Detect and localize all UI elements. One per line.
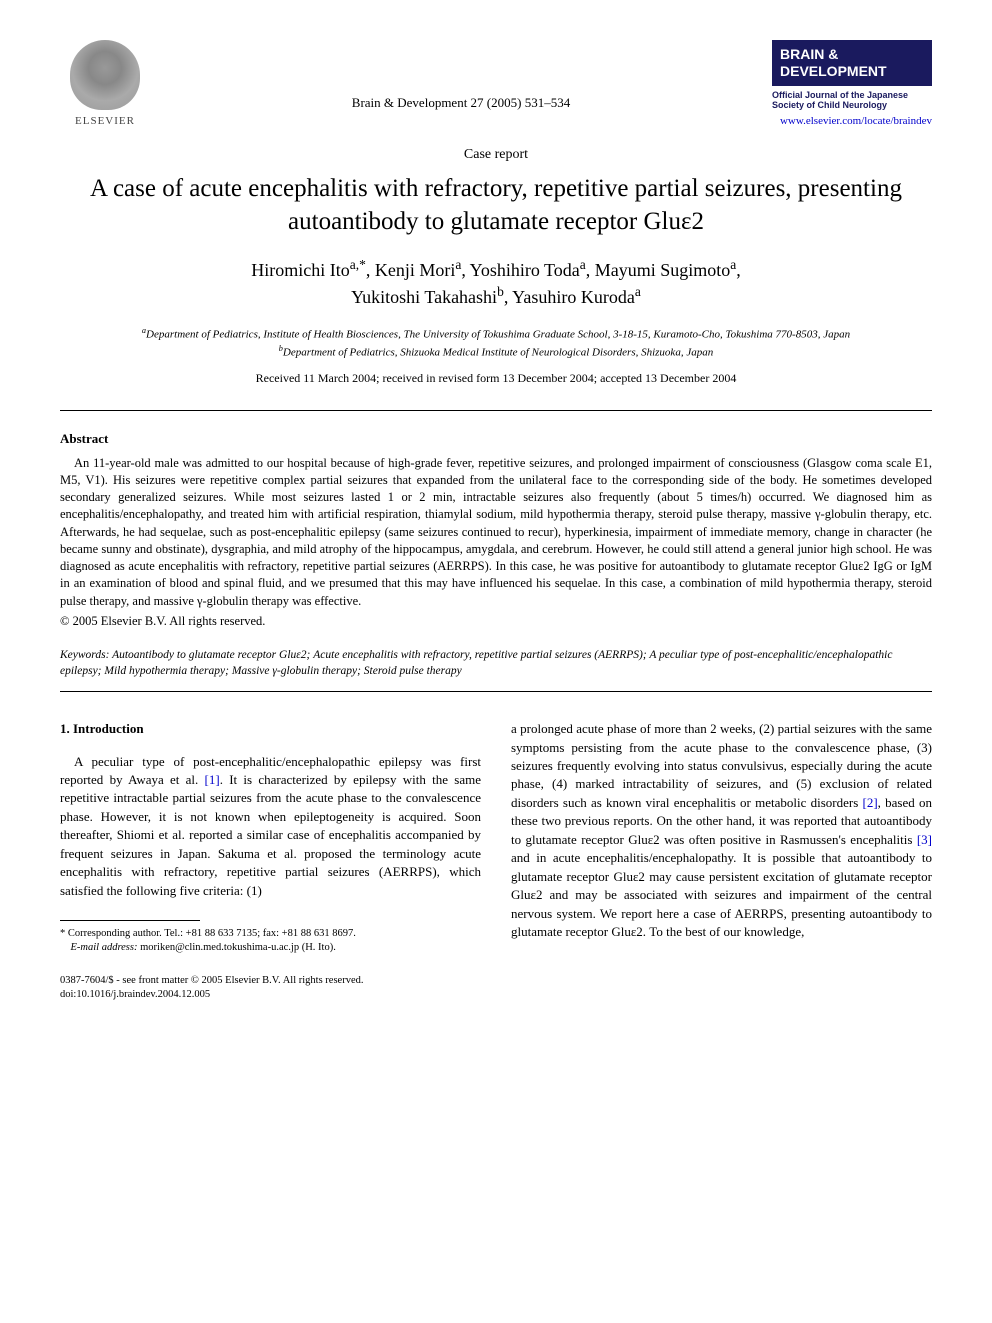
badge-title: BRAIN & DEVELOPMENT <box>772 40 932 86</box>
journal-url[interactable]: www.elsevier.com/locate/braindev <box>772 115 932 127</box>
body-paragraph: a prolonged acute phase of more than 2 w… <box>511 720 932 941</box>
email-address[interactable]: moriken@clin.med.tokushima-u.ac.jp (H. I… <box>137 942 335 953</box>
author: , Kenji Mori <box>366 260 456 280</box>
issn-line: 0387-7604/$ - see front matter © 2005 El… <box>60 974 363 989</box>
publisher-logo: ELSEVIER <box>60 40 150 127</box>
article-dates: Received 11 March 2004; received in revi… <box>60 371 932 386</box>
footnote-line: * Corresponding author. Tel.: +81 88 633… <box>60 927 481 941</box>
reference-link[interactable]: [1] <box>205 772 220 787</box>
affiliation: Department of Pediatrics, Institute of H… <box>146 328 850 340</box>
page-header: ELSEVIER Brain & Development 27 (2005) 5… <box>60 40 932 127</box>
abstract-body: An 11-year-old male was admitted to our … <box>60 455 932 610</box>
page-footer: 0387-7604/$ - see front matter © 2005 El… <box>60 974 481 1004</box>
keywords-label: Keywords: <box>60 649 109 661</box>
citation: Brain & Development 27 (2005) 531–534 <box>150 40 772 111</box>
abstract-heading: Abstract <box>60 431 932 447</box>
keywords: Keywords: Autoantibody to glutamate rece… <box>60 647 932 679</box>
author: , Yoshihiro Toda <box>461 260 579 280</box>
affiliations: aDepartment of Pediatrics, Institute of … <box>60 325 932 361</box>
reference-link[interactable]: [2] <box>863 795 878 810</box>
badge-subtitle: Official Journal of the Japanese Society… <box>772 86 932 112</box>
journal-badge: BRAIN & DEVELOPMENT Official Journal of … <box>772 40 932 127</box>
article-type: Case report <box>60 147 932 163</box>
footer-left: 0387-7604/$ - see front matter © 2005 El… <box>60 974 363 1004</box>
author: , Mayumi Sugimoto <box>586 260 731 280</box>
abstract-copyright: © 2005 Elsevier B.V. All rights reserved… <box>60 614 932 629</box>
author: Hiromichi Ito <box>251 260 349 280</box>
footnote-line: E-mail address: moriken@clin.med.tokushi… <box>60 941 481 955</box>
reference-link[interactable]: [3] <box>917 832 932 847</box>
author: Yukitoshi Takahashi <box>351 287 497 307</box>
divider <box>60 691 932 692</box>
author-affil-sup: a,* <box>350 257 366 272</box>
corresponding-author-footnote: * Corresponding author. Tel.: +81 88 633… <box>60 927 481 955</box>
elsevier-tree-icon <box>70 40 140 110</box>
keywords-text: Autoantibody to glutamate receptor Gluε2… <box>60 649 892 677</box>
column-right: a prolonged acute phase of more than 2 w… <box>511 720 932 1003</box>
publisher-label: ELSEVIER <box>60 115 150 127</box>
doi-line: doi:10.1016/j.braindev.2004.12.005 <box>60 988 363 1003</box>
author-affil-sup: b <box>497 284 504 299</box>
column-left: 1. Introduction A peculiar type of post-… <box>60 720 481 1003</box>
divider <box>60 410 932 411</box>
section-heading: 1. Introduction <box>60 720 481 738</box>
body-paragraph: A peculiar type of post-encephalitic/enc… <box>60 753 481 901</box>
author: , Yasuhiro Kuroda <box>504 287 635 307</box>
article-title: A case of acute encephalitis with refrac… <box>80 173 912 238</box>
footnote-divider <box>60 920 200 921</box>
affiliation: Department of Pediatrics, Shizuoka Medic… <box>283 346 713 358</box>
author-affil-sup: a <box>635 284 641 299</box>
body-columns: 1. Introduction A peculiar type of post-… <box>60 720 932 1003</box>
authors: Hiromichi Itoa,*, Kenji Mori a , Yoshihiro… <box>60 256 932 310</box>
